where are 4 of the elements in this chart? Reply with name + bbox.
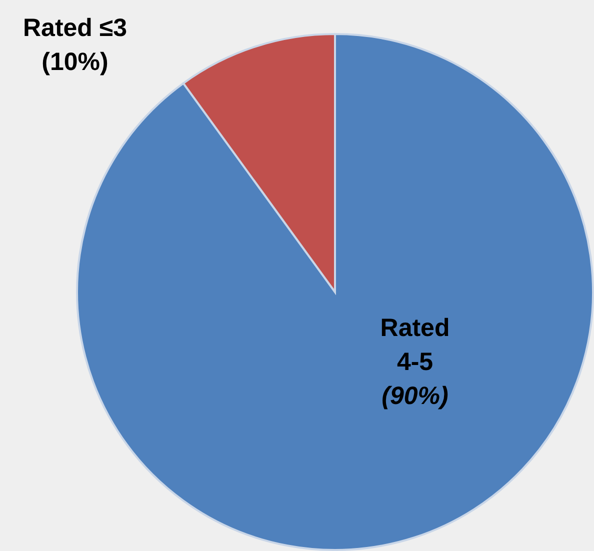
slice-label: Rated 4-5 [380, 314, 450, 376]
data-label: (90%) [382, 382, 448, 410]
slice-label: Rated ≤3 [22, 14, 128, 42]
data-label: (10%) [42, 48, 108, 76]
